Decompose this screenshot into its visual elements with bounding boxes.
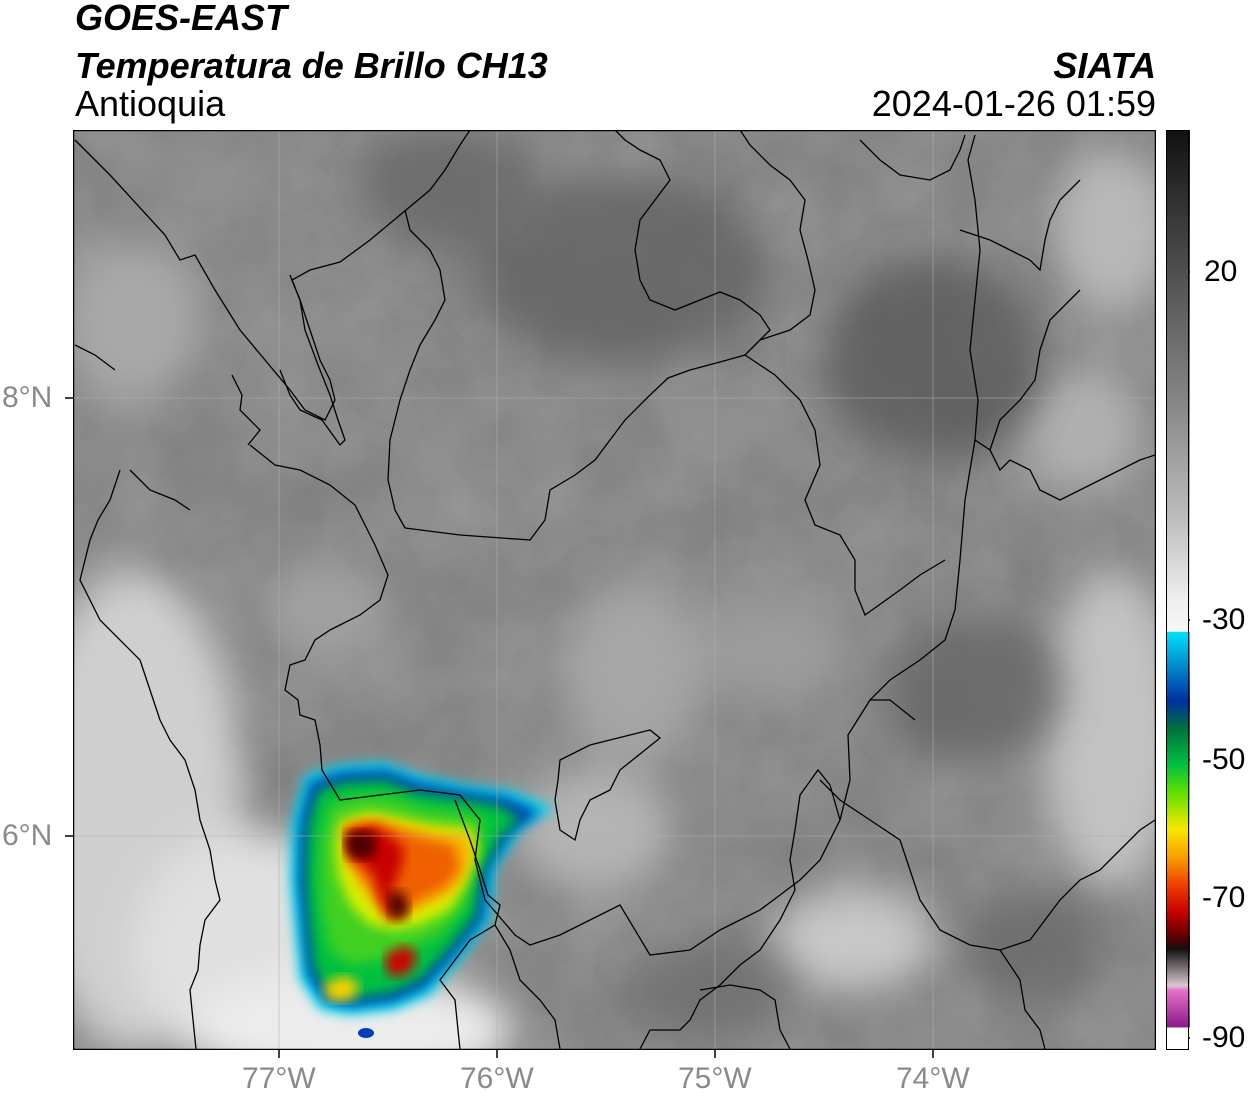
colorbar-tick-20: 20 <box>1204 255 1238 288</box>
colorbar-tick-minus30: -30 <box>1202 603 1246 636</box>
x-axis-label-75w: 75°W <box>678 1062 752 1095</box>
colorbar-tick-minus50: -50 <box>1202 743 1246 776</box>
datetime-label: 2024-01-26 01:59 <box>871 83 1156 124</box>
boundaries <box>74 130 1156 1050</box>
colorbar-tick-minus70: -70 <box>1202 881 1246 914</box>
x-axis-label-77w: 77°W <box>242 1062 316 1095</box>
satellite-map <box>73 130 1156 1050</box>
agency-label: SIATA <box>1053 45 1156 86</box>
graticule <box>73 130 1156 1050</box>
product-title: Temperatura de Brillo CH13 <box>75 45 548 86</box>
storm-cluster <box>290 762 555 1038</box>
colorbar-tick-minus90: -90 <box>1202 1021 1246 1054</box>
x-axis-label-76w: 76°W <box>460 1062 534 1095</box>
satellite-title: GOES-EAST <box>75 0 288 38</box>
y-axis-label-8n: 8°N <box>2 381 53 414</box>
x-axis-label-74w: 74°W <box>896 1062 970 1095</box>
y-axis-label-6n: 6°N <box>2 819 53 852</box>
colorbar <box>1166 130 1190 1050</box>
region-label: Antioquia <box>75 83 226 124</box>
